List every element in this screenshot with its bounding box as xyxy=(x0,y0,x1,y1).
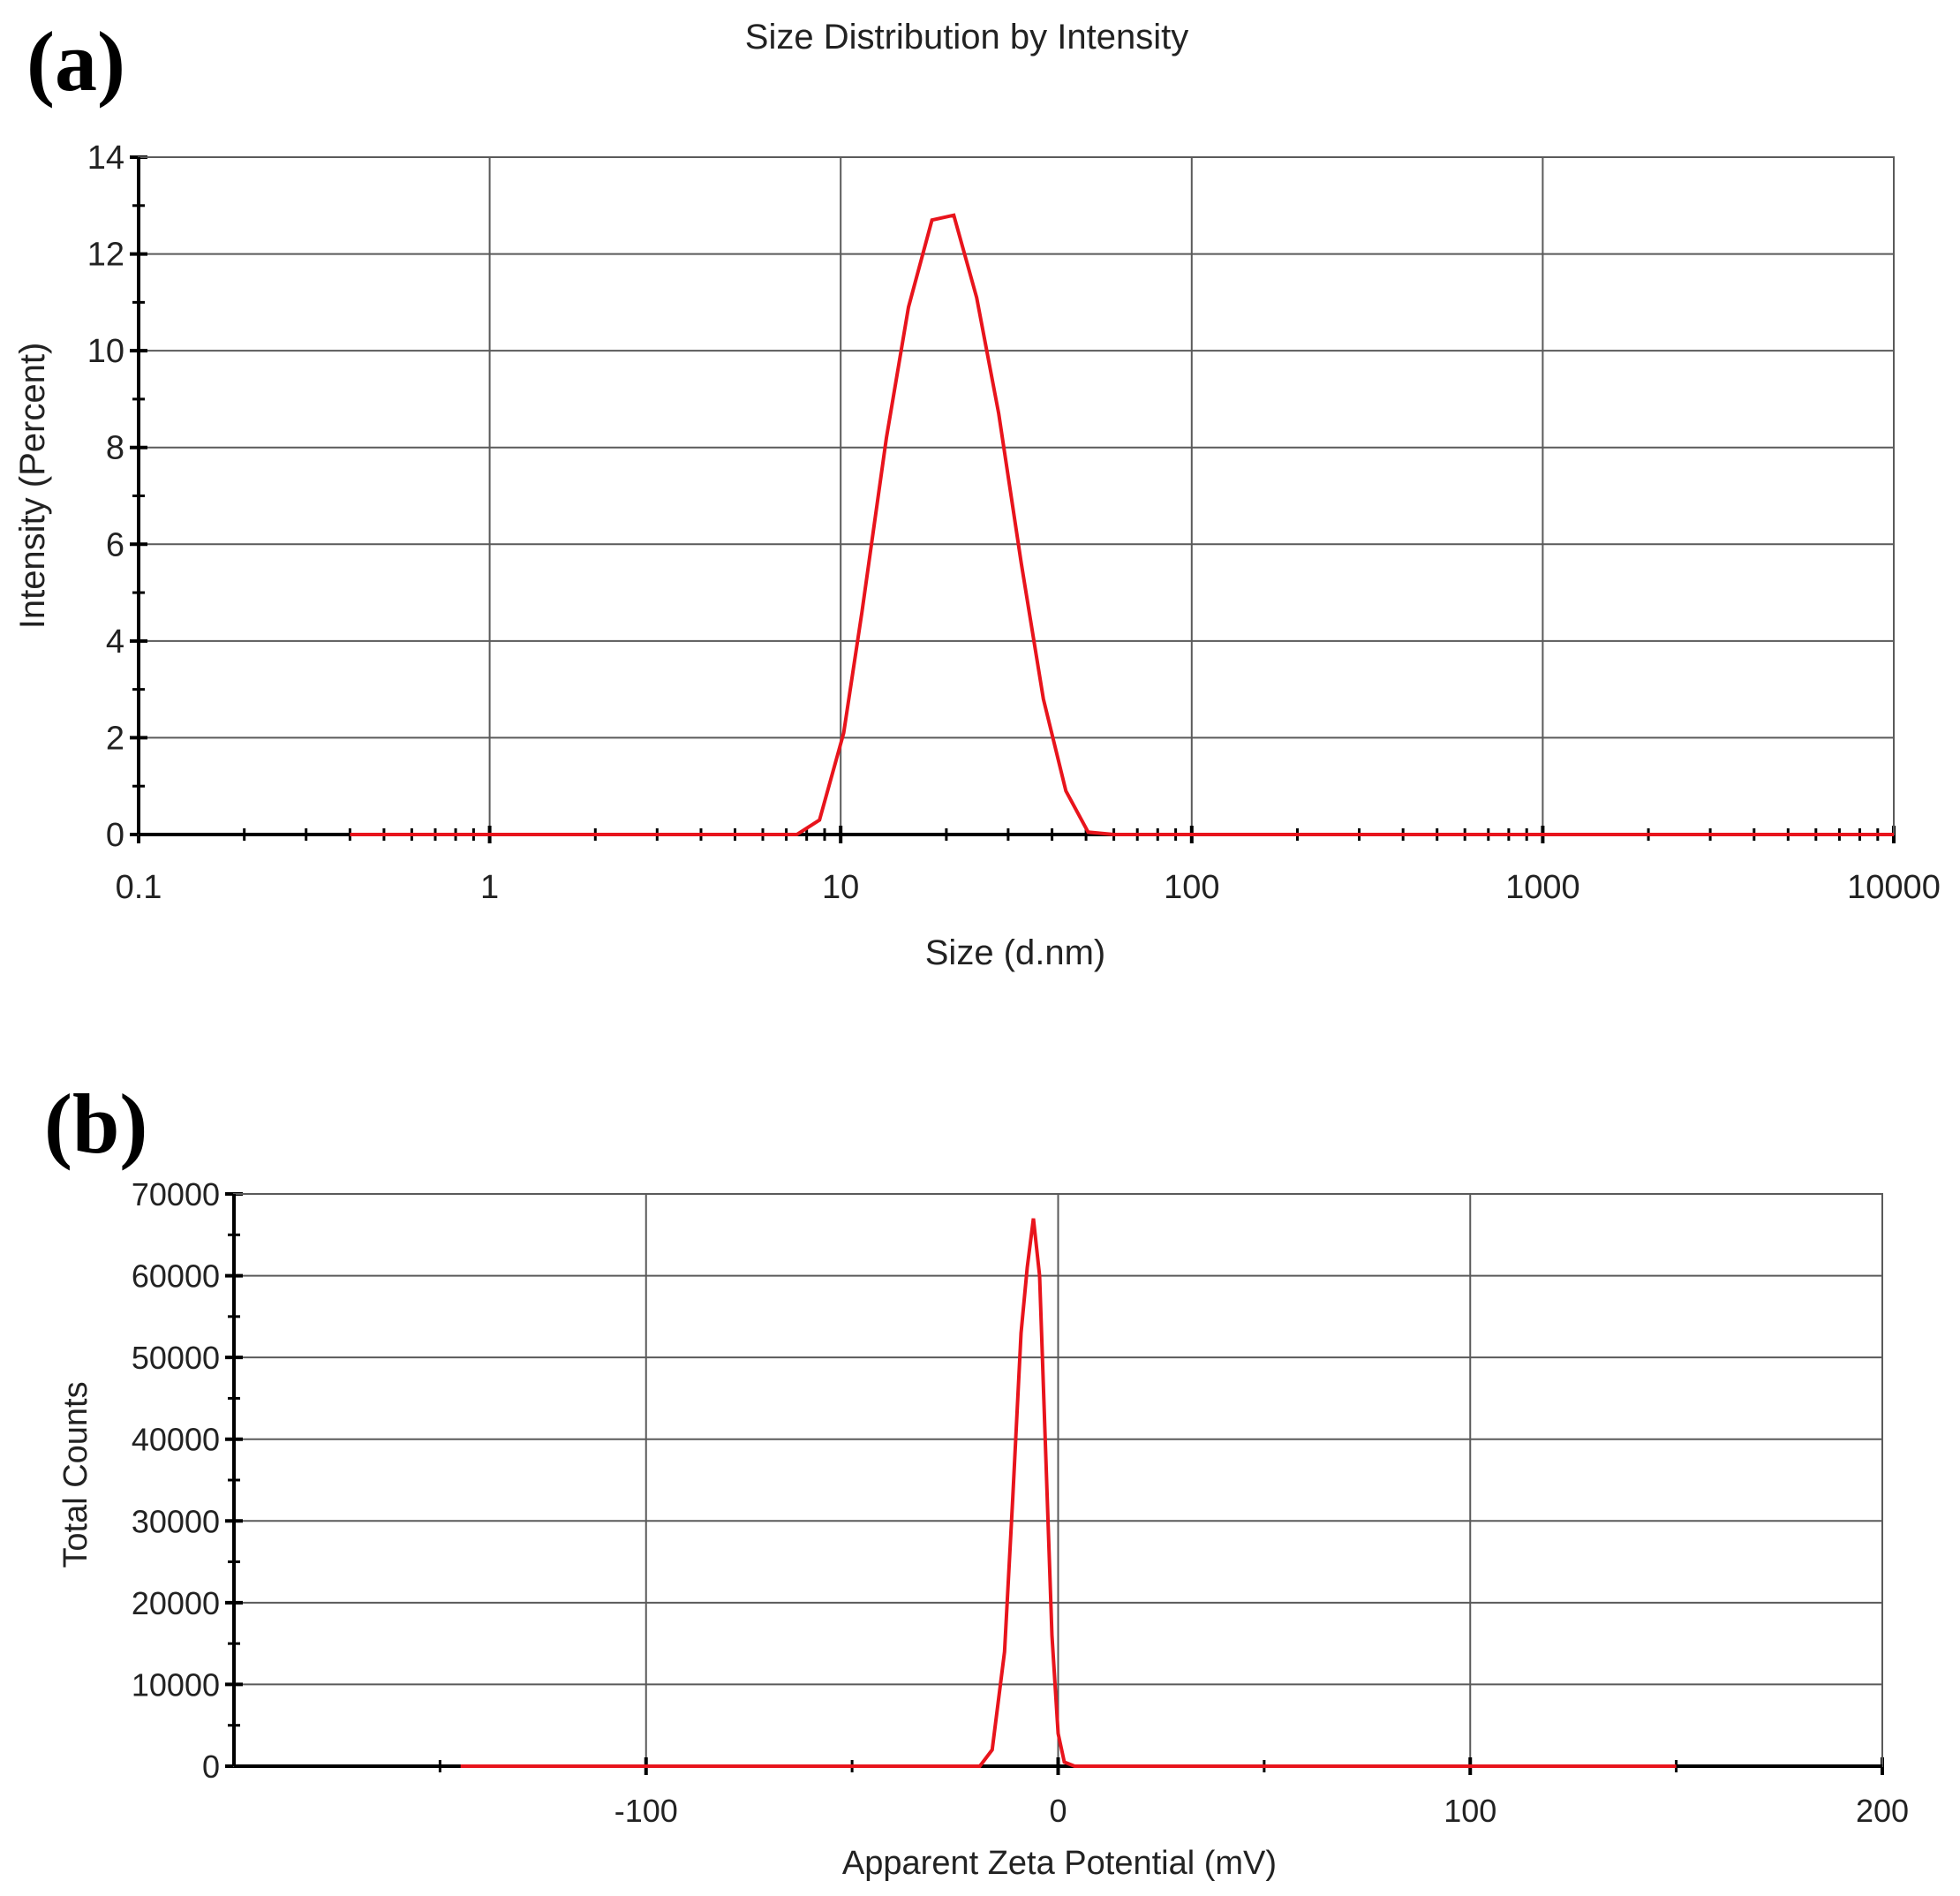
y-tick-label: 14 xyxy=(87,140,124,177)
panel-label-b: (b) xyxy=(44,1076,147,1171)
y-tick-label: 2 xyxy=(106,720,124,757)
x-tick-label: 0 xyxy=(1049,1793,1067,1829)
x-tick-label: 200 xyxy=(1856,1793,1909,1829)
intensity-series-line xyxy=(350,213,1894,836)
y-tick-labels: 0 2 4 6 8 10 12 14 xyxy=(87,140,124,854)
y-tick-label: 0 xyxy=(106,817,124,854)
y-tick-label: 6 xyxy=(106,526,124,563)
x-tick-label: 10000 xyxy=(1847,869,1941,906)
y-axis-label: Total Counts xyxy=(57,1381,94,1567)
y-tick-label: 10000 xyxy=(132,1666,220,1703)
y-tick-label: 8 xyxy=(106,430,124,467)
zeta-potential-chart: (b) 0 10000 20000 30000 40000 50000 60000 70000… xyxy=(44,1076,1909,1882)
y-tick-label: 70000 xyxy=(132,1176,220,1212)
panel-label-a: (a) xyxy=(26,14,125,109)
x-tick-label: -100 xyxy=(614,1793,678,1829)
x-tick-labels: 0.1 1 10 100 1000 10000 xyxy=(116,869,1941,906)
x-tick-label: 100 xyxy=(1164,869,1219,906)
y-tick-label: 30000 xyxy=(132,1503,220,1539)
x-tick-label: 100 xyxy=(1444,1793,1496,1829)
plot-frame xyxy=(138,156,1895,835)
y-tick-label: 4 xyxy=(106,623,124,661)
x-axis-label: Apparent Zeta Potential (mV) xyxy=(842,1845,1277,1882)
x-axis-label: Size (d.nm) xyxy=(925,933,1106,972)
y-tick-labels: 0 10000 20000 30000 40000 50000 60000 70000 xyxy=(132,1176,220,1785)
zeta-series-line xyxy=(460,1218,1677,1768)
minor-ticks xyxy=(228,1233,1678,1772)
y-tick-label: 20000 xyxy=(132,1585,220,1621)
size-distribution-chart: (a) Size Distribution by Intensity 0 2 4 6 8… xyxy=(13,14,1941,972)
y-tick-label: 40000 xyxy=(132,1422,220,1458)
y-tick-label: 60000 xyxy=(132,1258,220,1295)
y-tick-label: 0 xyxy=(202,1749,220,1785)
minor-ticks xyxy=(132,204,1880,841)
x-tick-label: 1000 xyxy=(1505,869,1580,906)
x-tick-label: 10 xyxy=(822,869,859,906)
x-tick-labels: -100 0 100 200 xyxy=(614,1793,1909,1829)
x-tick-label: 0.1 xyxy=(116,869,162,906)
y-tick-label: 12 xyxy=(87,237,124,274)
chart-title: Size Distribution by Intensity xyxy=(745,18,1188,57)
y-axis-label: Intensity (Percent) xyxy=(13,343,52,630)
y-tick-label: 10 xyxy=(87,333,124,370)
x-tick-label: 1 xyxy=(480,869,499,906)
y-tick-label: 50000 xyxy=(132,1340,220,1376)
